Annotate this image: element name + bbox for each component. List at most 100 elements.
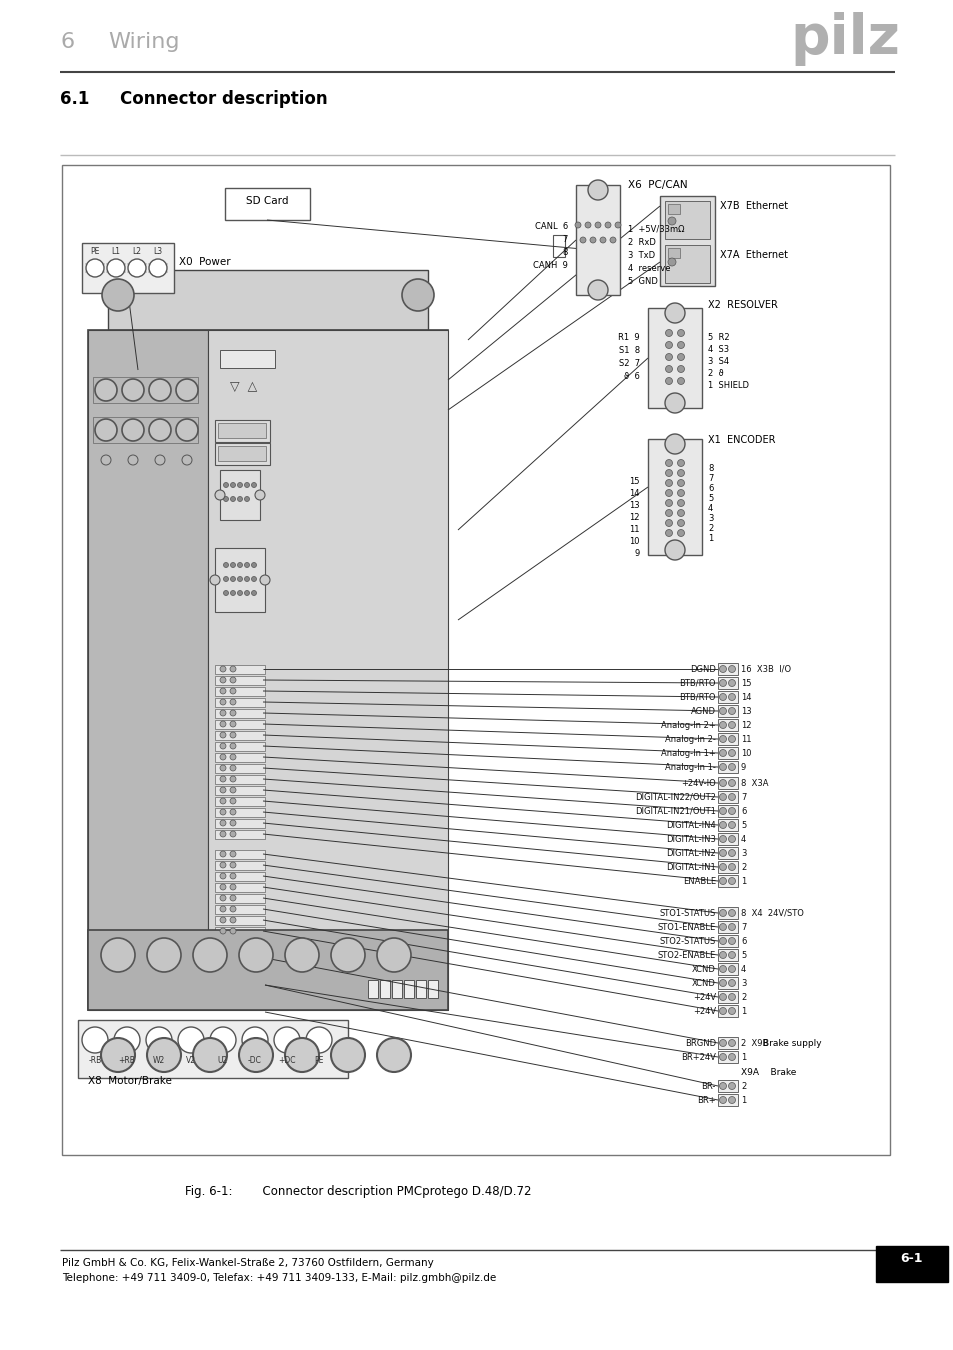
Circle shape	[728, 836, 735, 842]
Circle shape	[220, 688, 226, 694]
Text: 6: 6	[707, 485, 713, 493]
Bar	[214, 753, 265, 761]
Circle shape	[149, 259, 167, 277]
Text: 8: 8	[707, 464, 713, 472]
Bar	[718, 720, 738, 730]
Circle shape	[615, 221, 620, 228]
Circle shape	[231, 590, 235, 595]
Text: +RB: +RB	[118, 1056, 135, 1065]
Circle shape	[220, 927, 226, 934]
Bar	[214, 443, 270, 464]
Text: 13: 13	[740, 707, 751, 716]
Text: X8  Motor/Brake: X8 Motor/Brake	[88, 1076, 172, 1085]
Circle shape	[252, 563, 256, 567]
Bar	[553, 235, 564, 256]
Text: 4  reserve: 4 reserve	[627, 265, 670, 273]
Circle shape	[220, 743, 226, 749]
Circle shape	[220, 809, 226, 815]
Circle shape	[728, 1007, 735, 1014]
Circle shape	[719, 952, 726, 958]
Circle shape	[728, 721, 735, 729]
Circle shape	[665, 520, 672, 526]
Bar	[225, 188, 310, 220]
Text: BR+: BR+	[697, 1096, 716, 1106]
Circle shape	[260, 575, 270, 585]
Bar	[214, 796, 265, 806]
Text: 3: 3	[707, 514, 713, 522]
Text: 7: 7	[562, 235, 567, 244]
Circle shape	[244, 497, 250, 501]
Text: 8  X3A: 8 X3A	[740, 779, 768, 788]
Text: W2: W2	[152, 1056, 165, 1065]
Text: X9A    Brake: X9A Brake	[740, 1068, 796, 1077]
Circle shape	[719, 1083, 726, 1089]
Circle shape	[609, 238, 616, 243]
Bar	[214, 548, 265, 612]
Circle shape	[719, 694, 726, 701]
Text: 6.1: 6.1	[60, 90, 90, 108]
Circle shape	[719, 779, 726, 787]
Circle shape	[220, 776, 226, 782]
Circle shape	[719, 864, 726, 871]
Bar	[218, 446, 266, 460]
Circle shape	[175, 379, 198, 401]
Circle shape	[677, 354, 684, 360]
Text: 8  X4  24V/STO: 8 X4 24V/STO	[740, 909, 803, 918]
Text: 5: 5	[707, 494, 713, 504]
Text: DIGITAL-IN4: DIGITAL-IN4	[665, 821, 716, 830]
Circle shape	[237, 482, 242, 487]
Text: DIGITAL-IN2: DIGITAL-IN2	[665, 849, 716, 859]
Circle shape	[584, 221, 590, 228]
Circle shape	[101, 455, 111, 464]
Circle shape	[677, 470, 684, 477]
Text: XCND: XCND	[691, 979, 716, 988]
Bar	[214, 420, 270, 441]
Bar	[88, 329, 448, 1010]
Text: 7: 7	[740, 792, 745, 802]
Text: 4  S3: 4 S3	[707, 346, 728, 354]
Circle shape	[230, 688, 235, 694]
Circle shape	[244, 576, 250, 582]
Text: 2  ϑ: 2 ϑ	[707, 369, 723, 378]
Bar	[220, 350, 274, 369]
Text: BR+24V: BR+24V	[680, 1053, 716, 1062]
Circle shape	[220, 798, 226, 805]
Text: BTB/RTO: BTB/RTO	[679, 693, 716, 702]
Text: Wiring: Wiring	[108, 32, 179, 53]
Circle shape	[728, 952, 735, 958]
Text: 4: 4	[740, 836, 745, 844]
Circle shape	[667, 217, 676, 225]
Bar	[92, 417, 198, 443]
Circle shape	[595, 221, 600, 228]
Text: ENABLE: ENABLE	[682, 878, 716, 886]
Text: Telephone: +49 711 3409-0, Telefax: +49 711 3409-133, E-Mail: pilz.gmbh@pilz.de: Telephone: +49 711 3409-0, Telefax: +49 …	[62, 1273, 496, 1282]
Bar	[214, 830, 265, 838]
Text: 5: 5	[740, 821, 745, 830]
Bar	[718, 747, 738, 759]
Text: R1  9: R1 9	[618, 333, 639, 342]
Circle shape	[237, 497, 242, 501]
Circle shape	[231, 576, 235, 582]
Bar	[214, 809, 265, 817]
Text: STO2-ENABLE: STO2-ENABLE	[657, 950, 716, 960]
Bar	[667, 204, 679, 215]
Circle shape	[664, 433, 684, 454]
Circle shape	[223, 590, 229, 595]
Circle shape	[719, 923, 726, 930]
Circle shape	[220, 699, 226, 705]
Circle shape	[220, 666, 226, 672]
Bar	[214, 775, 265, 784]
Bar	[214, 720, 265, 729]
Text: 2: 2	[740, 863, 745, 872]
Bar	[214, 819, 265, 828]
Circle shape	[237, 590, 242, 595]
Circle shape	[665, 329, 672, 336]
Circle shape	[223, 563, 229, 567]
Circle shape	[677, 500, 684, 506]
Text: 1: 1	[707, 535, 713, 543]
Text: L1: L1	[112, 247, 120, 256]
Bar	[92, 377, 198, 404]
Text: L3: L3	[153, 247, 162, 256]
Bar	[667, 248, 679, 258]
Text: 3  S4: 3 S4	[707, 356, 728, 366]
